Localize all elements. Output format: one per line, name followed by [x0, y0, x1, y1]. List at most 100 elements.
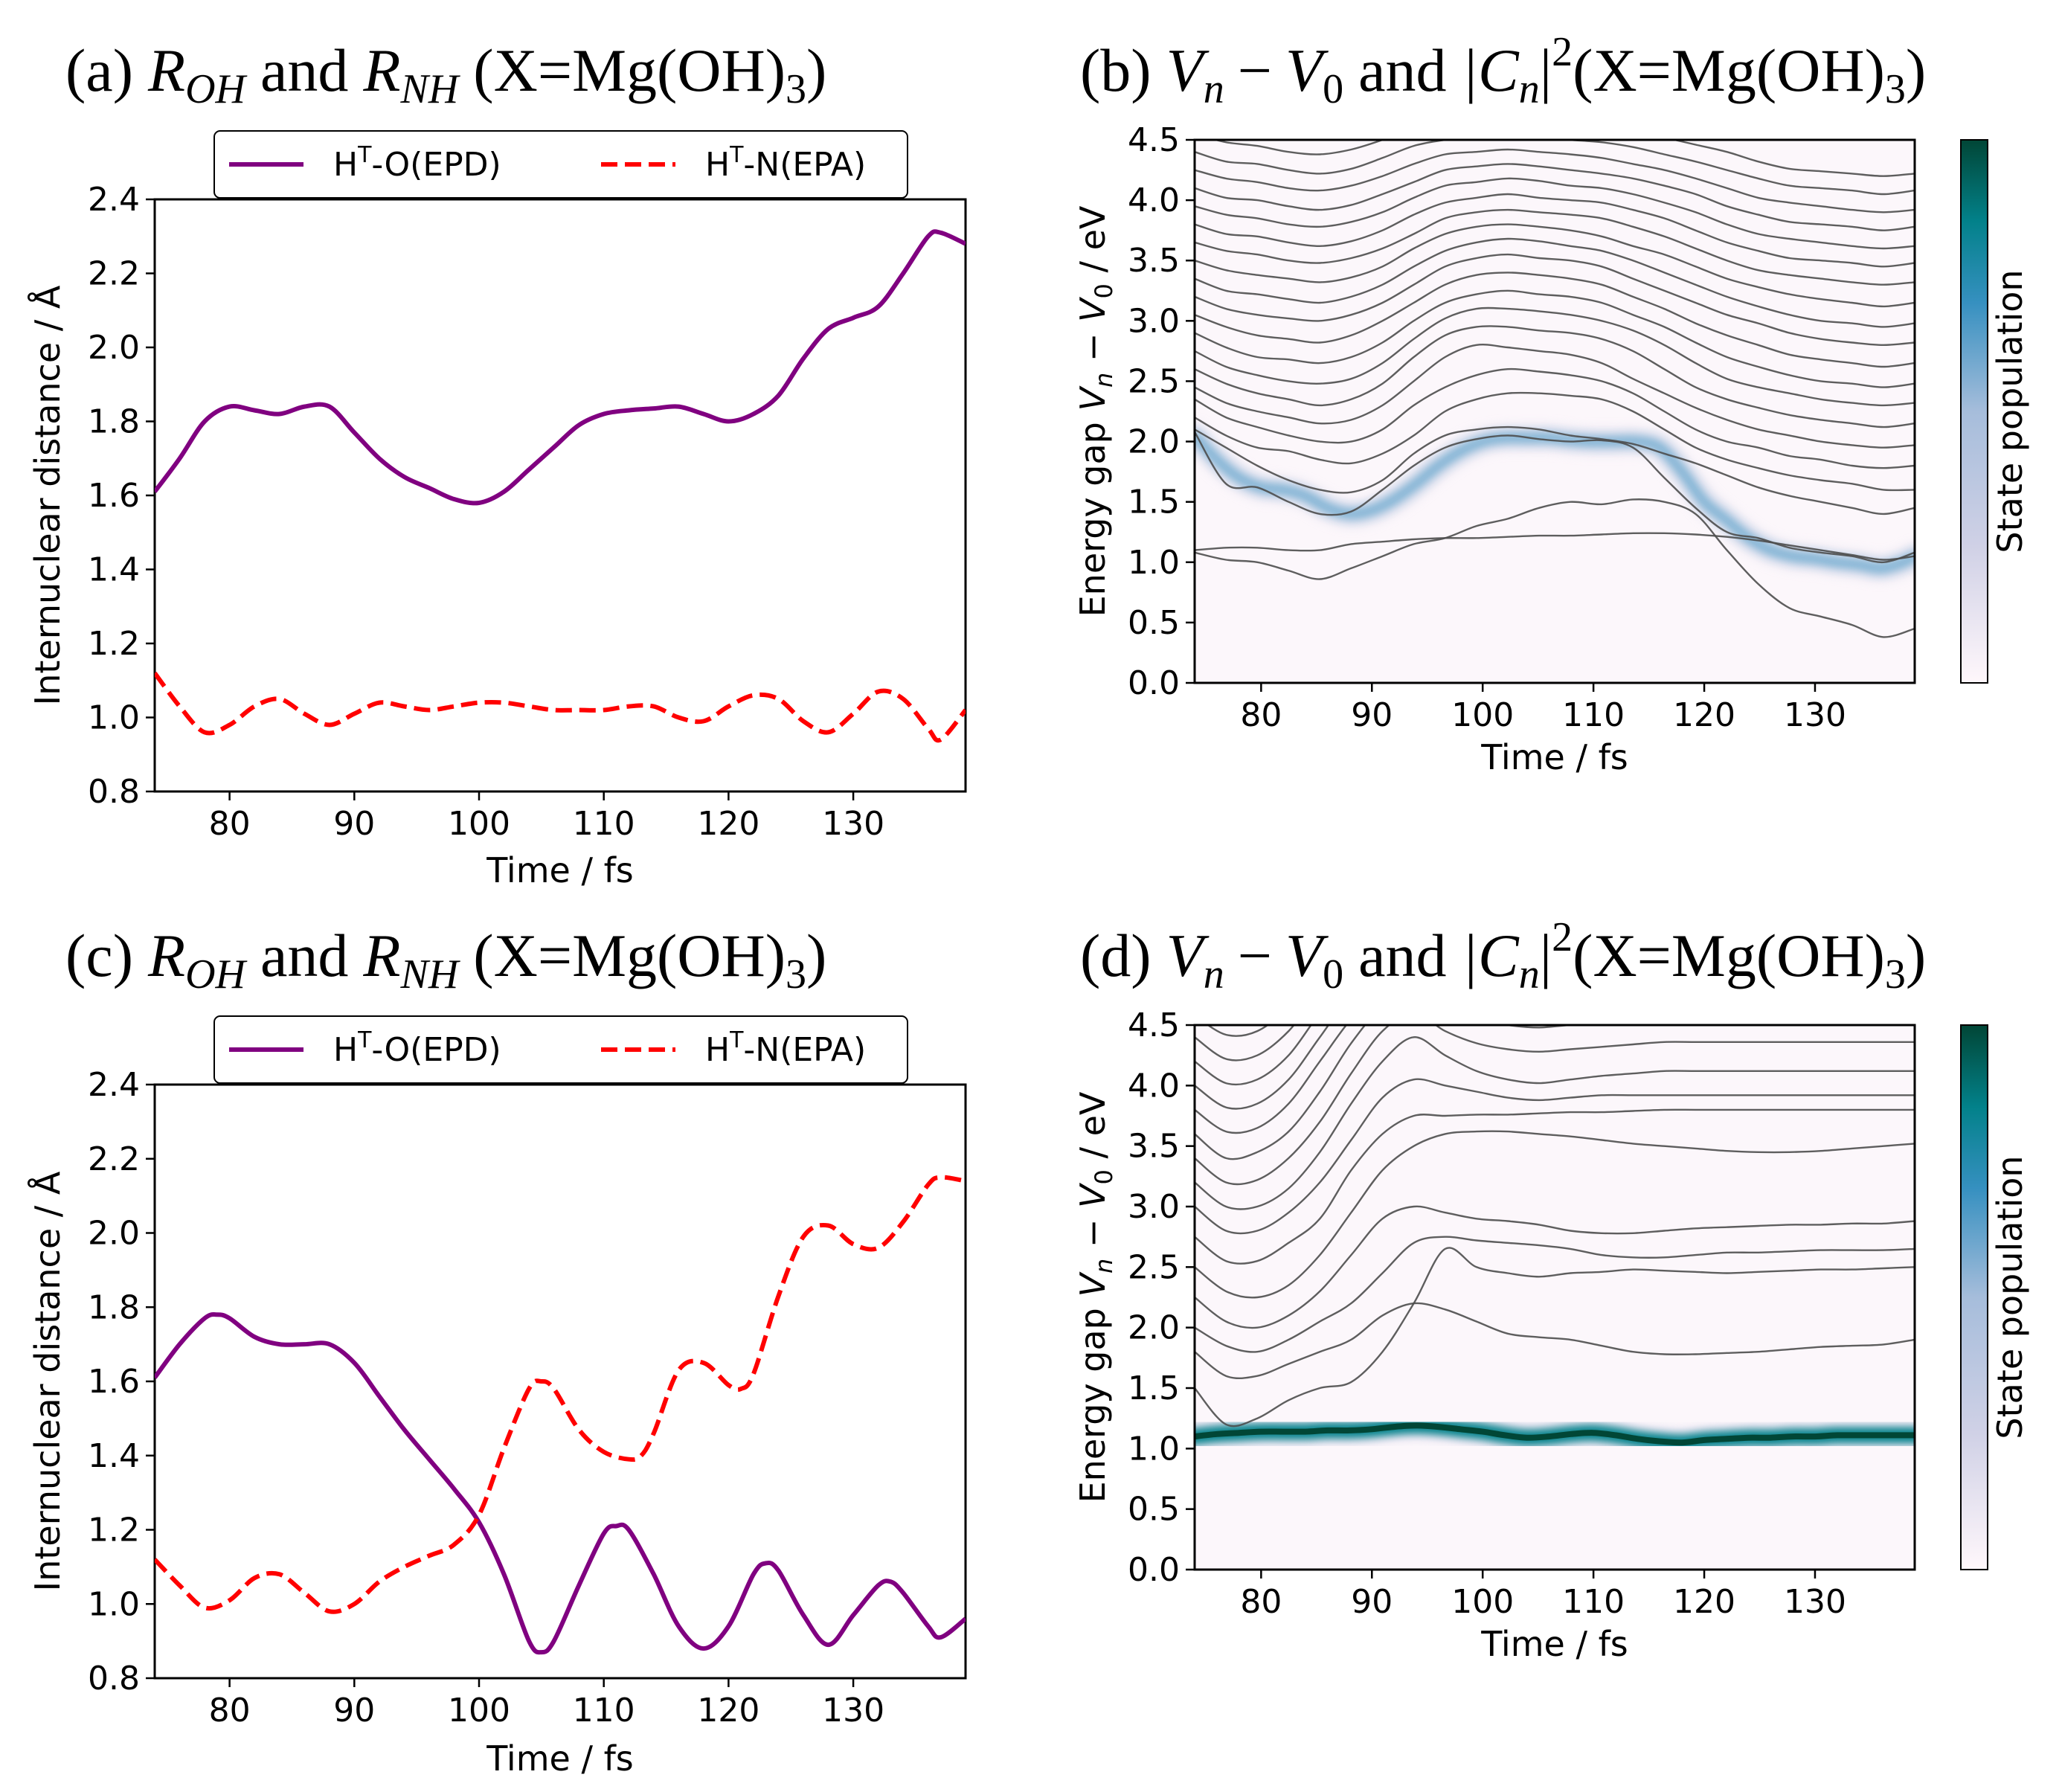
population-core [1195, 1422, 1915, 1446]
y-tick-label: 1.0 [88, 1585, 140, 1623]
panel-c-x-label: Time / fs [486, 1738, 633, 1779]
panel-c-plot [155, 1175, 966, 1655]
state-curve [1195, 1036, 1915, 1210]
y-tick-label: 1.8 [88, 403, 140, 441]
panel-b-colorbar-label: State population [1990, 269, 2030, 553]
panel-b: (b) Vn − V0 and |Cn|2(X=Mg(OH)3) 80 90 100 110 12… [1073, 29, 2030, 777]
y-tick-label: 2.5 [1128, 1248, 1180, 1286]
y-tick-label: 1.0 [88, 699, 140, 737]
series-line-ht-n-epa [155, 672, 966, 743]
state-curve [1195, 140, 1915, 196]
panel-b-y-label: Energy gap Vn − V0 / eV [1073, 205, 1118, 617]
y-tick-label: 2.4 [88, 181, 140, 219]
state-curve [1195, 532, 1915, 561]
state-curve [1195, 1130, 1915, 1299]
x-tick-label: 130 [1784, 696, 1846, 734]
x-tick-label: 130 [1784, 1583, 1846, 1621]
y-tick-label: 1.5 [1128, 1369, 1180, 1407]
y-tick-label: 2.0 [1128, 423, 1180, 461]
state-curve [1195, 1025, 1348, 1134]
state-curve [1195, 306, 1915, 407]
y-tick-label: 1.4 [88, 1437, 140, 1475]
x-tick-label: 110 [573, 805, 635, 843]
panel-a-plot-area [153, 198, 967, 793]
panel-c-title: (c) ROH and RNH (X=Mg(OH)3) [65, 922, 826, 998]
panel-d-y-label: Energy gap Vn − V0 / eV [1073, 1091, 1118, 1503]
x-tick-label: 110 [1562, 696, 1625, 734]
panel-d-x-ticks: 80 90 100 110 120 130 [1240, 1570, 1846, 1621]
panel-a-x-ticks: 80 90 100 110 120 130 [209, 791, 884, 843]
state-curve [1195, 1247, 1915, 1428]
panel-b-plot [1195, 140, 1915, 638]
panel-a-plot [155, 229, 966, 743]
state-curve [1195, 223, 1915, 308]
state-curve [1195, 1302, 1915, 1380]
y-tick-label: 1.2 [88, 1512, 140, 1549]
y-tick-label: 1.4 [88, 551, 140, 589]
state-curve [1195, 367, 1915, 469]
x-tick-label: 100 [1451, 1583, 1514, 1621]
state-curve [1195, 177, 1915, 250]
panel-c-x-ticks: 80 90 100 110 120 130 [209, 1678, 884, 1730]
state-curve [1195, 253, 1915, 347]
panel-c-legend: HT-O(EPD) HT-N(EPA) [213, 1015, 908, 1084]
x-tick-label: 100 [448, 805, 510, 843]
panel-a: (a) ROH and RNH (X=Mg(OH)3) 80 90 100 110 120 130… [28, 36, 967, 890]
panel-b-x-label: Time / fs [1480, 737, 1628, 777]
x-tick-label: 130 [822, 1692, 884, 1730]
y-tick-label: 3.5 [1128, 1128, 1180, 1166]
y-tick-label: 1.0 [1128, 1430, 1180, 1468]
state-curve [1195, 1236, 1915, 1353]
panel-d: (d) Vn − V0 and |Cn|2(X=Mg(OH)3) 80 90 100 110 12… [1073, 914, 2030, 1664]
x-tick-label: 120 [1673, 1583, 1735, 1621]
state-curve [1195, 193, 1915, 268]
panel-b-y-ticks: 0.0 0.5 1.0 1.5 2.0 2.5 3.0 3.5 4.0 4.5 [1128, 121, 1195, 702]
state-curve [1195, 425, 1915, 516]
x-tick-label: 90 [1351, 696, 1393, 734]
panel-b-colorbar [1960, 139, 1988, 684]
y-tick-label: 2.0 [88, 1215, 140, 1253]
panel-a-x-label: Time / fs [486, 850, 633, 890]
x-tick-label: 90 [1351, 1583, 1393, 1621]
state-curve [1195, 391, 1915, 492]
series-line-ht-n-epa [155, 1175, 966, 1614]
y-tick-label: 4.0 [1128, 1067, 1180, 1105]
state-curve [1195, 1205, 1915, 1329]
y-tick-label: 3.0 [1128, 1188, 1180, 1226]
y-tick-label: 0.8 [88, 1660, 140, 1698]
x-tick-label: 90 [333, 805, 375, 843]
state-curve [1195, 431, 1915, 564]
panel-d-colorbar-label: State population [1990, 1155, 2030, 1439]
x-tick-label: 110 [1562, 1583, 1625, 1621]
y-tick-label: 0.8 [88, 773, 140, 811]
x-tick-label: 100 [1451, 696, 1514, 734]
x-tick-label: 80 [1240, 1583, 1282, 1621]
y-tick-label: 0.5 [1128, 1491, 1180, 1529]
panel-c-y-ticks: 0.8 1.0 1.2 1.4 1.6 1.8 2.0 2.2 2.4 [88, 1066, 155, 1698]
panel-a-y-ticks: 0.8 1.0 1.2 1.4 1.6 1.8 2.0 2.2 2.4 [88, 181, 155, 811]
legend-label-oh: HT-O(EPD) [333, 142, 501, 184]
y-tick-label: 1.6 [88, 1363, 140, 1401]
state-curve [1195, 237, 1915, 328]
x-tick-label: 90 [333, 1692, 375, 1730]
state-curve [1195, 289, 1915, 388]
state-curve [1195, 1108, 1915, 1265]
y-tick-label: 3.5 [1128, 242, 1180, 280]
state-curve [1195, 163, 1915, 231]
x-tick-label: 80 [1240, 696, 1282, 734]
legend-label-nh: HT-N(EPA) [705, 1027, 866, 1069]
panel-d-x-label: Time / fs [1480, 1624, 1628, 1664]
y-tick-label: 2.4 [88, 1066, 140, 1104]
panel-c-plot-area [153, 1083, 967, 1680]
x-tick-label: 130 [822, 805, 884, 843]
y-tick-label: 1.2 [88, 625, 140, 663]
state-curve [1195, 1078, 1915, 1235]
panel-d-heatmap-bg [1195, 1025, 1915, 1570]
y-tick-label: 4.0 [1128, 182, 1180, 219]
y-tick-label: 1.0 [1128, 544, 1180, 582]
x-tick-label: 120 [697, 805, 759, 843]
y-tick-label: 0.0 [1128, 1551, 1180, 1589]
population-band [1195, 431, 1915, 573]
legend-label-oh: HT-O(EPD) [333, 1027, 501, 1069]
